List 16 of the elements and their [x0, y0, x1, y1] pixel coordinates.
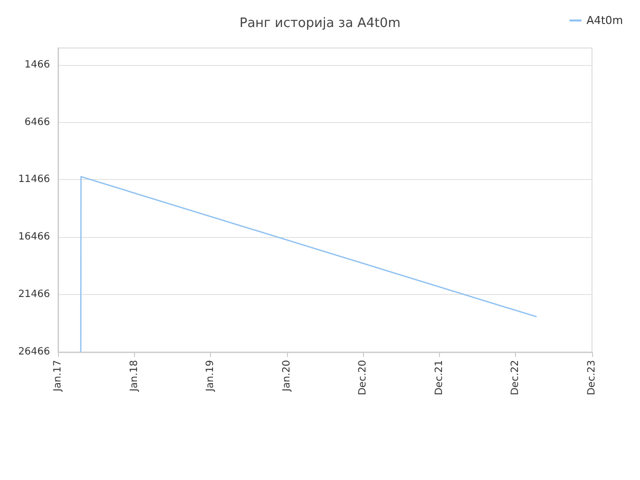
y-tick-label: 26466 [18, 346, 50, 358]
x-tick-label: Jan.18 [128, 360, 140, 392]
chart-title: Ранг историја за A4t0m [239, 16, 401, 31]
x-tick-label: Dec.21 [434, 360, 445, 396]
y-tick-label: 6466 [24, 116, 50, 128]
x-tick-label: Dec.22 [510, 360, 522, 396]
y-tick-label: 1466 [24, 59, 50, 70]
x-tick-label: Dec.20 [358, 360, 369, 396]
x-tick-label: Jan.20 [281, 360, 292, 392]
y-tick-label: 11466 [18, 174, 50, 186]
x-tick-label: Dec.23 [586, 360, 598, 396]
y-tick-label: 16466 [18, 232, 50, 243]
legend-label: A4t0m [586, 14, 624, 27]
x-tick-label: Jan.19 [205, 360, 216, 392]
y-tick-label: 21466 [18, 289, 50, 300]
x-tick-label: Jan.17 [52, 360, 64, 392]
